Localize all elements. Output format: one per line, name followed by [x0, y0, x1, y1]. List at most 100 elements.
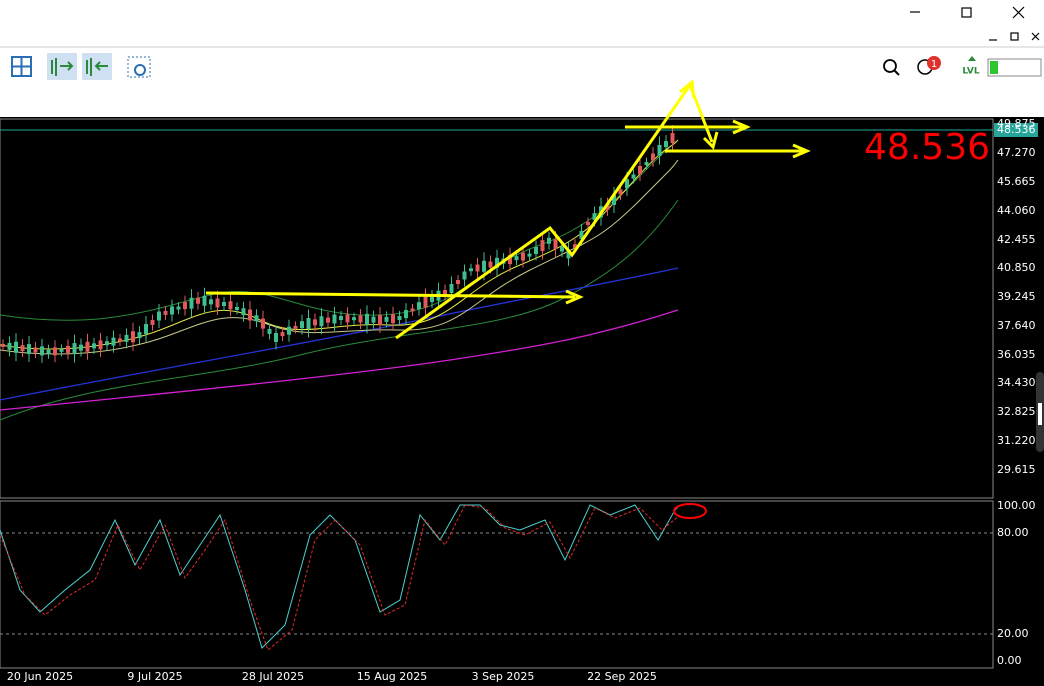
candle-body [170, 306, 174, 315]
date-tick-label: 22 Sep 2025 [587, 670, 657, 683]
candle-body [657, 145, 662, 156]
candle-body [560, 246, 564, 252]
candle-body [586, 222, 590, 225]
candle-body [365, 313, 369, 325]
highlight-circle [673, 503, 707, 519]
candle-body [196, 297, 200, 304]
window-controls[interactable] [910, 6, 1040, 41]
candle-body [423, 296, 428, 308]
candle-body [521, 252, 525, 261]
candle-body [293, 325, 298, 329]
candle-body [287, 326, 291, 335]
candle-body [131, 331, 135, 343]
stochastic-signal [0, 504, 681, 651]
price-tick-label: 42.455 [997, 233, 1036, 246]
date-tick-label: 3 Sep 2025 [472, 670, 535, 683]
candle-body [98, 340, 103, 350]
candle-body [326, 317, 330, 323]
candle-body [404, 310, 408, 319]
price-tick-label: 40.850 [997, 261, 1036, 274]
level-badge: LVL [962, 67, 979, 77]
candle-body [651, 153, 655, 161]
candle-body [209, 299, 213, 305]
candle-body [92, 343, 96, 349]
price-tick-label: 31.220 [997, 434, 1036, 447]
annotations [205, 79, 811, 340]
candle-body [254, 315, 259, 322]
candle-body [14, 341, 18, 353]
candle-body [339, 316, 343, 321]
candle-body [430, 296, 434, 302]
candle-body [215, 298, 220, 308]
candle-body [443, 290, 447, 295]
candle-body [417, 302, 421, 310]
candle-body [631, 174, 636, 179]
candle-body [222, 302, 226, 306]
candle-body [547, 237, 551, 244]
candle-body [40, 346, 44, 356]
oscillator-pane [0, 500, 994, 669]
candle-body [228, 301, 233, 310]
price-tick-label: 48.536 [997, 123, 1036, 136]
candle-body [144, 324, 148, 334]
candle-body [495, 257, 499, 268]
candle-body [111, 337, 116, 346]
notification-badge: 1 [931, 59, 937, 70]
candle-body [33, 347, 38, 353]
candle-body [313, 319, 317, 326]
candle-body [352, 317, 356, 321]
scroll-thumb[interactable] [1038, 403, 1042, 425]
candle-body [397, 316, 402, 321]
candle-body [105, 341, 109, 346]
candle-body [20, 345, 25, 352]
chart-area [0, 117, 1044, 686]
candle-body [514, 256, 519, 261]
candle-body [573, 244, 577, 249]
oscillator-tick-label: 20.00 [997, 627, 1029, 640]
price-tick-label: 47.270 [997, 146, 1036, 159]
toolbar-buttons[interactable]: 1 LVL [11, 53, 1042, 80]
candle-body [462, 271, 467, 280]
candle-body [625, 179, 629, 189]
main-pane [0, 118, 994, 499]
candle-body [605, 203, 610, 210]
candle-body [124, 334, 129, 342]
candle-body [644, 162, 649, 165]
candle-body [7, 342, 12, 350]
oscillator-tick-label: 100.00 [997, 499, 1036, 512]
date-tick-label: 15 Aug 2025 [357, 670, 427, 683]
candle-body [482, 260, 486, 272]
candle-body [79, 344, 83, 351]
candle-body [59, 348, 64, 352]
candle-body [469, 268, 473, 272]
candle-body [371, 316, 376, 323]
candle-body [274, 332, 278, 342]
candle-body [670, 133, 675, 144]
date-tick-label: 9 Jul 2025 [127, 670, 182, 683]
price-tick-label: 32.825 [997, 405, 1036, 418]
price-tick-label: 29.615 [997, 463, 1036, 476]
price-tick-label: 45.665 [997, 175, 1036, 188]
candle-body [540, 240, 545, 252]
candle-body [85, 341, 90, 352]
candle-body [534, 247, 538, 254]
candle-body [664, 141, 668, 148]
candle-body [306, 318, 311, 330]
candle-body [488, 261, 493, 268]
candle-body [66, 345, 70, 353]
price-tick-label: 37.640 [997, 319, 1036, 332]
toolbar-area [0, 0, 1044, 117]
candle-body [280, 332, 285, 337]
price-tick-label: 34.430 [997, 376, 1036, 389]
candle-body [137, 332, 142, 339]
date-axis: 20 Jun 2025 9 Jul 2025 28 Jul 2025 15 Aug 2… [7, 670, 657, 683]
candle-body [358, 315, 363, 323]
oscillator-axis: 100.00 80.00 20.00 0.00 [997, 499, 1036, 667]
candle-body [378, 315, 382, 325]
candle-body [449, 284, 454, 293]
price-tick-label: 39.245 [997, 290, 1036, 303]
candle-body [508, 255, 512, 265]
candle-body [566, 249, 571, 259]
